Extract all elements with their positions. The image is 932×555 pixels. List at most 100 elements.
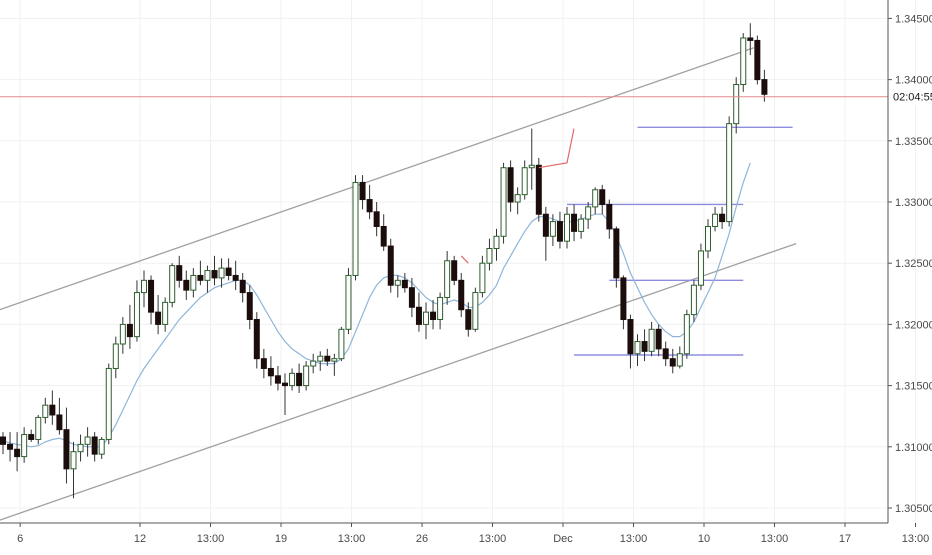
candle [373,202,380,237]
candle [126,304,133,349]
candle-body [98,438,105,455]
candle-body [571,213,578,232]
candle-body [599,189,606,205]
x-tick-label: 10 [698,533,710,545]
candle [218,258,225,288]
candle [91,432,98,462]
candle [712,206,719,232]
candle-body [430,311,437,321]
candle [98,437,105,460]
candle-body [310,360,317,367]
candle [465,302,472,337]
candle-body [204,270,211,281]
candle [155,295,162,335]
candle [84,427,91,457]
candle [119,317,126,354]
candle [380,214,387,251]
marker-line [538,128,575,169]
candle [733,77,740,134]
candle-body [697,250,704,286]
x-tick-label: 13:00 [761,533,789,545]
candle [585,202,592,229]
y-tick-label: 1.34500 [895,13,932,25]
candle [296,363,303,393]
current-price-line: 02:04:55 [0,87,932,106]
candle-body [260,358,267,369]
candle [479,255,486,298]
candlesticks [0,23,768,499]
candle-body [592,189,599,208]
candle [204,265,211,293]
candle-body [754,39,761,81]
candle-body [274,375,281,384]
candle [267,356,274,386]
candle-body [169,265,176,303]
candle-body [225,267,232,276]
candle [444,250,451,305]
candle [359,175,366,210]
y-tick-label: 1.32500 [895,258,932,270]
candle-body [669,358,676,367]
candle [655,324,662,357]
x-tick-label: 6 [17,533,23,545]
candle-body [239,279,246,294]
candle-body [126,323,133,338]
candle-body [112,343,119,369]
candle [458,272,465,318]
y-tick-label: 1.30500 [895,503,932,515]
candle [105,363,112,445]
candle [486,238,493,271]
candle-body [634,341,641,355]
candle [253,312,260,369]
x-tick-label: 13:00 [197,533,225,545]
y-tick-label: 1.33000 [895,197,932,209]
candle [507,160,514,212]
candle [528,128,535,190]
candle [556,211,563,249]
candle [246,285,253,330]
candle [317,351,324,371]
candle [620,275,627,330]
candle [415,292,422,332]
candle [366,184,373,220]
candle [387,238,394,293]
candle [310,353,317,374]
price-countdown-label: 02:04:55 [893,92,932,104]
candle-body [0,436,6,445]
candle-body [253,319,260,360]
candle-body [542,213,549,237]
candle-body [493,235,500,250]
candle [14,432,21,472]
candle [606,199,613,239]
candle-body [655,328,662,350]
candle-body [719,213,726,223]
candle [542,206,549,261]
x-tick-label: 13:00 [902,533,930,545]
trend-channel [0,47,797,521]
candle-body [387,245,394,286]
candle [21,427,28,463]
candle-body [211,270,218,279]
candle-body [148,279,155,313]
candle-body [564,213,570,242]
candle-body [408,287,415,308]
candle-body [232,274,239,281]
candle-body [451,260,458,281]
candle [225,258,232,281]
candle [401,272,408,293]
candle [148,275,155,325]
candle [500,162,507,244]
candle-body [535,164,542,215]
candle [0,432,6,455]
candle-body [317,355,324,362]
candle [239,272,246,303]
candle-body [141,279,147,294]
candle [394,275,401,298]
candle-body [479,262,486,294]
candle [690,280,697,322]
candle [578,214,585,239]
candle-body [437,296,444,321]
candle-body [359,181,366,201]
